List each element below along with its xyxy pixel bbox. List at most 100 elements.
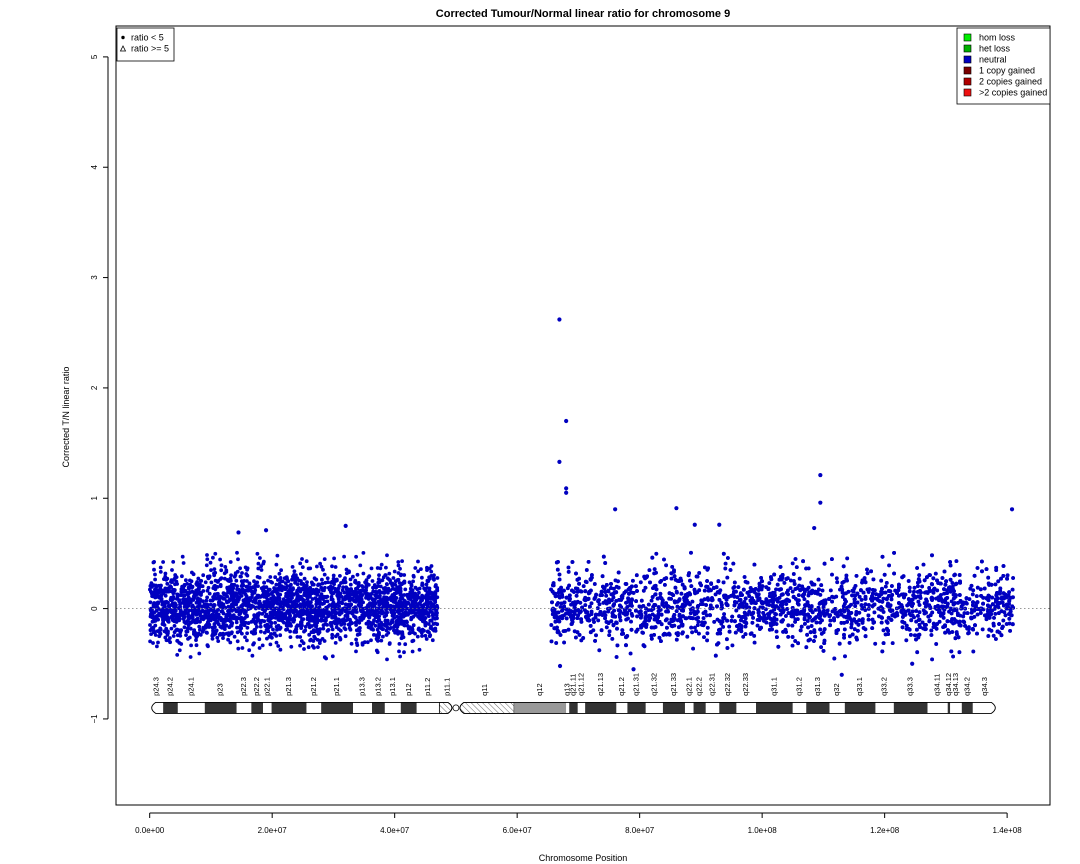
data-point [316,645,320,649]
data-point [398,602,403,607]
data-point [369,623,374,628]
data-point [392,604,396,609]
data-point [155,613,160,618]
data-point [395,614,399,619]
data-point [397,617,402,621]
data-point [209,580,214,585]
data-point [274,590,279,594]
data-point [429,591,434,595]
data-point [317,605,322,610]
data-point [364,585,369,590]
data-point [298,589,303,594]
data-point [181,586,185,591]
data-point [420,598,424,603]
data-point [257,637,262,642]
data-point [396,577,401,582]
data-point [191,605,196,610]
data-point [149,591,154,596]
data-point [262,630,267,635]
data-point [387,642,392,646]
data-point [366,605,371,609]
data-point [262,580,267,585]
data-point [239,574,243,579]
data-point [321,618,326,623]
data-point [203,609,208,614]
data-point [325,599,330,604]
data-point [335,588,340,593]
data-point [330,579,334,584]
data-point [426,601,431,606]
data-point [205,620,210,625]
data-point [420,581,425,586]
data-point [428,576,432,581]
data-point [413,566,418,570]
data-point [354,649,358,654]
data-point [424,637,429,641]
data-point [189,579,194,584]
data-point [391,576,396,580]
data-point [152,567,156,572]
data-point [260,643,265,648]
data-point [205,595,210,600]
data-point [354,590,359,595]
data-point [180,574,184,579]
data-point [328,612,333,617]
data-point [384,613,389,618]
data-point [162,612,167,616]
data-point [210,598,215,603]
data-point [268,642,273,647]
data-point [173,601,177,606]
data-point [343,627,348,632]
data-point [228,560,233,564]
data-point [198,632,203,637]
data-point [266,578,270,583]
data-point [361,571,366,576]
data-point [204,563,209,568]
data-point [172,604,176,609]
data-point [308,638,312,643]
data-point [295,598,300,603]
data-point [275,553,280,558]
data-point [153,577,158,582]
data-point [361,600,365,605]
data-point [273,620,277,625]
data-point [315,564,319,569]
data-point [183,589,188,594]
data-point [431,622,436,626]
data-point [282,602,287,607]
data-point [247,603,252,608]
data-point [216,639,221,643]
data-point [259,629,263,634]
data-point [288,587,292,592]
data-point [246,621,251,625]
data-point [349,641,354,646]
data-point [240,588,245,593]
data-point [256,566,261,571]
data-point [163,635,168,640]
data-point [345,613,350,618]
data-point [229,623,234,628]
data-point [347,626,352,630]
data-point [322,599,327,604]
data-point [238,566,243,571]
data-point [369,603,374,608]
data-point [299,639,304,643]
data-point [208,608,213,612]
data-point [401,601,406,605]
data-point [201,573,206,578]
data-point [190,570,194,575]
data-point [338,628,343,633]
data-point [235,630,240,635]
data-point [203,580,208,585]
data-point [428,595,433,600]
data-point [166,620,171,624]
data-point [279,587,283,592]
data-point [375,619,380,624]
data-point [313,589,318,594]
data-point [375,627,380,632]
data-point [273,596,277,601]
data-point [219,618,224,623]
data-point [266,615,271,620]
data-point [417,647,422,652]
